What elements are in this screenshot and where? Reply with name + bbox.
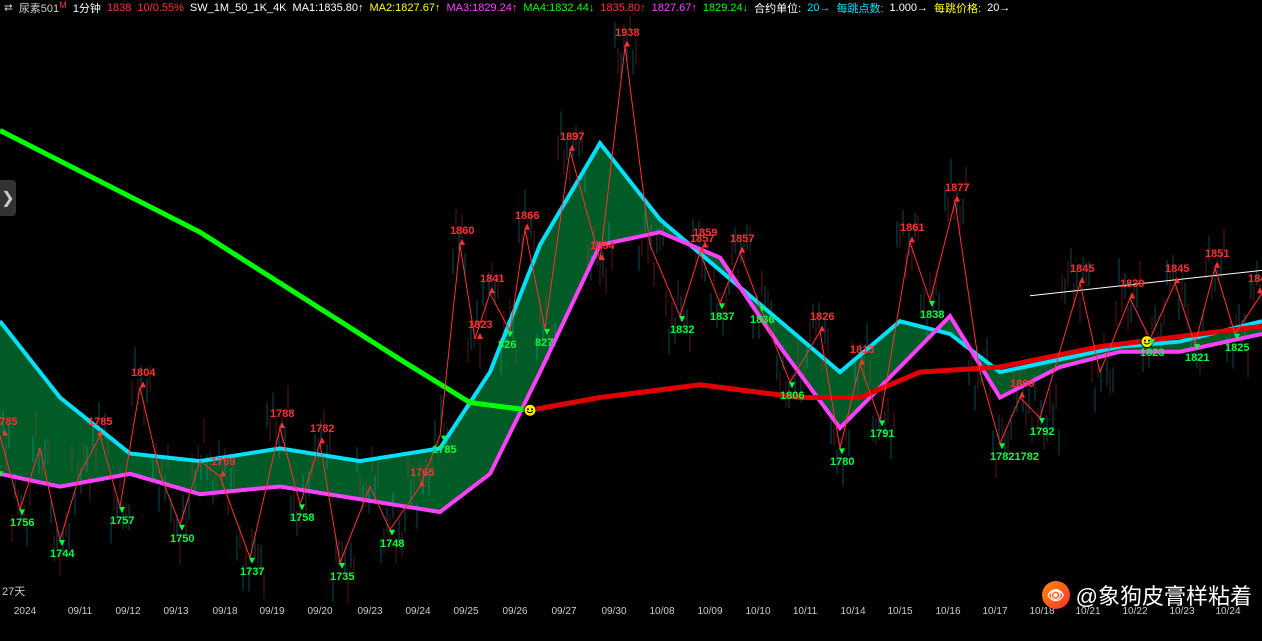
price-marker: 1877 (945, 182, 969, 194)
price-marker: 1845 (1070, 263, 1094, 275)
watermark: 👁 @象狗皮膏样粘着 (1042, 579, 1252, 611)
x-tick: 2024 (14, 606, 36, 617)
price-marker: 1854 (590, 240, 614, 252)
price-marker: 1782 (310, 423, 334, 435)
price-marker: 1859 (693, 227, 717, 239)
unit-label: 合约单位: (754, 0, 801, 16)
extra1: 1835.80↑ (600, 2, 645, 14)
x-tick: 09/25 (453, 606, 478, 617)
x-tick: 09/30 (601, 606, 626, 617)
x-tick: 10/14 (840, 606, 865, 617)
x-tick: 09/23 (357, 606, 382, 617)
ma4: MA4:1832.44↓ (523, 2, 594, 14)
x-tick: 09/20 (307, 606, 332, 617)
price-marker: 1838 (920, 309, 944, 321)
price-marker: 1841 (1248, 273, 1262, 285)
price-marker: 827 (535, 337, 553, 349)
tickprice-label: 每跳价格: (934, 0, 981, 16)
price-marker: 1938 (615, 27, 639, 39)
price-marker: 1769 (211, 456, 235, 468)
price-marker: 17821782 (990, 451, 1039, 463)
x-tick: 10/09 (697, 606, 722, 617)
x-tick: 09/24 (405, 606, 430, 617)
price-marker: 1791 (870, 428, 894, 440)
link-icon[interactable]: ⮂ (4, 2, 13, 15)
weibo-icon: 👁 (1042, 581, 1070, 609)
price-marker: 1837 (710, 311, 734, 323)
price-marker: 1785 (432, 444, 456, 456)
price-marker: 1860 (450, 225, 474, 237)
x-tick: 09/13 (163, 606, 188, 617)
price-marker: 1780 (830, 456, 854, 468)
price-marker: 1861 (900, 222, 924, 234)
price-marker: 1792 (1030, 426, 1054, 438)
price-marker: 1826 (810, 311, 834, 323)
price-marker: 1756 (10, 517, 34, 529)
price-marker: 1800 (1010, 378, 1034, 390)
price-marker: 1735 (330, 571, 354, 583)
price-marker: 1851 (1205, 248, 1229, 260)
timeframe[interactable]: 1分钟 (73, 0, 101, 16)
price-marker: 1748 (380, 538, 404, 550)
extra3: 1829.24↓ (703, 2, 748, 14)
price-marker: 1857 (730, 233, 754, 245)
x-tick: 09/19 (259, 606, 284, 617)
price-marker: 1821 (1185, 352, 1209, 364)
x-tick: 09/26 (502, 606, 527, 617)
price: 1838 (107, 2, 131, 14)
price-marker: 1823 (468, 319, 492, 331)
x-tick: 09/12 (115, 606, 140, 617)
price-marker: 1744 (50, 548, 74, 560)
price-marker: 1836 (750, 314, 774, 326)
topbar: ⮂ 尿素501M 1分钟 1838 10/0.55% SW_1M_50_1K_4… (0, 0, 1262, 16)
price-marker: 1765 (410, 467, 434, 479)
x-tick: 10/15 (887, 606, 912, 617)
price-marker: 1839 (1120, 278, 1144, 290)
price-marker: 1785 (0, 416, 17, 428)
price-marker: 1866 (515, 210, 539, 222)
price-marker: 1897 (560, 131, 584, 143)
extra2: 1827.67↑ (652, 2, 697, 14)
x-tick: 10/17 (982, 606, 1007, 617)
ma3: MA3:1829.24↑ (446, 2, 517, 14)
price-marker: 1845 (1165, 263, 1189, 275)
x-tick: 10/10 (745, 606, 770, 617)
chart-area[interactable]: 1785175617447117851757180417501769173717… (0, 16, 1262, 621)
price-marker: 1804 (131, 367, 155, 379)
x-tick: 10/16 (935, 606, 960, 617)
tickcount-label: 每跳点数: (836, 0, 883, 16)
ma2: MA2:1827.67↑ (369, 2, 440, 14)
price-marker: 1788 (270, 408, 294, 420)
price-marker: 1825 (1225, 342, 1249, 354)
x-tick: 09/27 (551, 606, 576, 617)
price-marker: 826 (498, 339, 516, 351)
x-tick: 10/08 (649, 606, 674, 617)
price-marker: 1806 (780, 390, 804, 402)
price-marker: 1813 (850, 344, 874, 356)
price-marker: 1757 (110, 515, 134, 527)
change: 10/0.55% (137, 2, 183, 14)
indicator-name[interactable]: SW_1M_50_1K_4K (190, 2, 287, 14)
price-marker: 1832 (670, 324, 694, 336)
price-marker: 1841 (480, 273, 504, 285)
price-marker: 1750 (170, 533, 194, 545)
price-marker: 1823 (1140, 347, 1164, 359)
bottom-left-label: 27天 (2, 583, 25, 599)
symbol[interactable]: 尿素501 (19, 0, 59, 16)
x-tick: 09/11 (68, 606, 92, 617)
x-tick: 10/11 (793, 606, 817, 617)
price-marker: 1785 (88, 416, 112, 428)
price-marker: 1758 (290, 512, 314, 524)
expand-button[interactable]: ❯ (0, 180, 16, 216)
ma1: MA1:1835.80↑ (293, 2, 364, 14)
price-marker: 1737 (240, 566, 264, 578)
x-tick: 09/18 (212, 606, 237, 617)
